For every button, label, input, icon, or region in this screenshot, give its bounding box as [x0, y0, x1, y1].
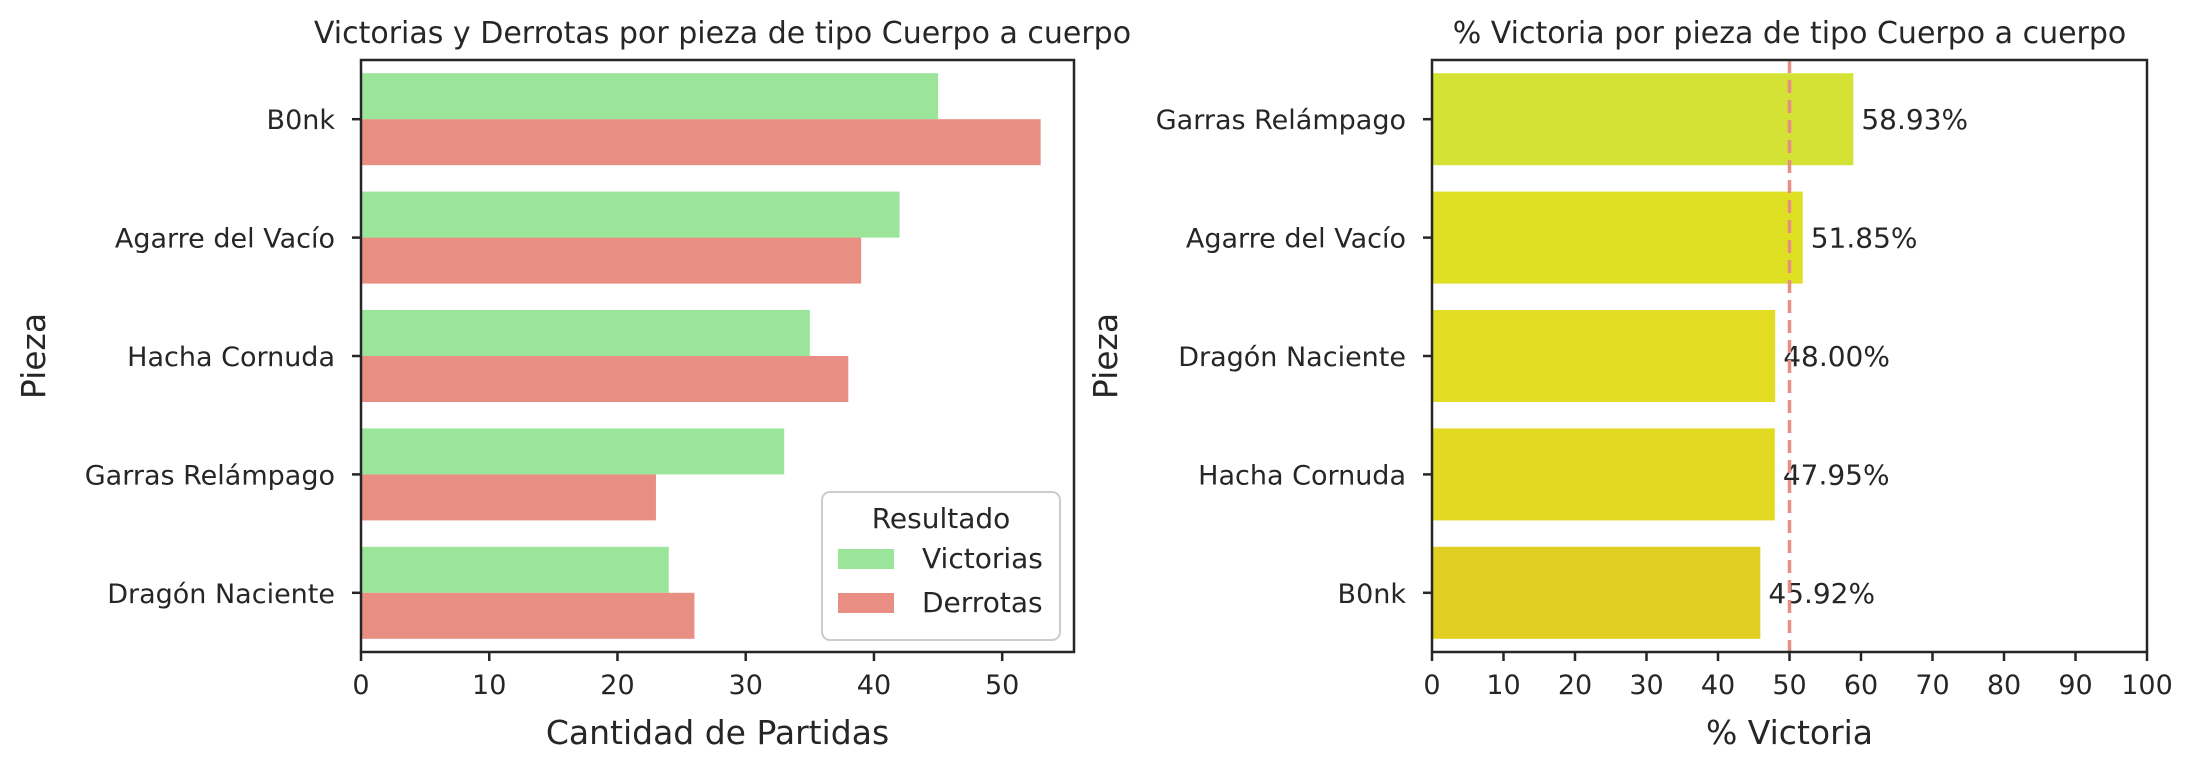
- data-label: 51.85%: [1811, 222, 1918, 255]
- legend-label-victorias: Victorias: [922, 542, 1043, 575]
- data-label: 48.00%: [1783, 340, 1890, 373]
- x-tick-label: 90: [2058, 670, 2092, 701]
- bar-derrotas-1: [361, 119, 1041, 166]
- bar-victorias-2: [361, 191, 900, 238]
- bar-win-pct-1: [1432, 73, 1854, 166]
- bar-derrotas-4: [361, 474, 656, 521]
- x-tick-label: 30: [1629, 670, 1663, 701]
- x-tick-label: 10: [472, 670, 506, 701]
- x-tick-label: 40: [1701, 670, 1735, 701]
- chart-title-left: Victorias y Derrotas por pieza de tipo C…: [314, 16, 1131, 51]
- y-tick-label: Dragón Naciente: [1178, 342, 1406, 373]
- data-label: 58.93%: [1861, 103, 1968, 136]
- x-tick-label: 0: [352, 670, 369, 701]
- x-axis-label-left: Cantidad de Partidas: [546, 713, 889, 752]
- x-tick-label: 80: [1987, 670, 2021, 701]
- y-tick-label: B0nk: [1338, 579, 1407, 610]
- bar-victorias-3: [361, 310, 810, 356]
- x-tick-label: 20: [1558, 670, 1592, 701]
- y-tick-label: B0nk: [267, 105, 336, 136]
- x-tick-label: 40: [857, 670, 891, 701]
- x-tick-label: 30: [729, 670, 763, 701]
- bar-victorias-1: [361, 73, 939, 120]
- x-tick-label: 70: [1915, 670, 1949, 701]
- x-axis-label-right: % Victoria: [1706, 713, 1873, 752]
- data-label: 47.95%: [1783, 458, 1890, 491]
- y-axis-label-right: Pieza: [1086, 313, 1125, 399]
- x-tick-label: 10: [1486, 670, 1520, 701]
- x-tick-label: 60: [1844, 670, 1878, 701]
- y-tick-label: Hacha Cornuda: [127, 342, 335, 373]
- y-tick-label: Dragón Naciente: [107, 579, 335, 610]
- bar-victorias-5: [361, 546, 669, 593]
- legend-swatch-derrotas: [838, 593, 894, 613]
- bar-victorias-4: [361, 428, 785, 475]
- legend-swatch-victorias: [838, 549, 894, 569]
- x-tick-label: 0: [1423, 670, 1440, 701]
- y-tick-label: Hacha Cornuda: [1198, 460, 1406, 491]
- data-label: 45.92%: [1768, 577, 1875, 610]
- y-tick-label: Garras Relámpago: [1156, 105, 1406, 136]
- y-tick-label: Agarre del Vacío: [115, 224, 335, 255]
- y-tick-label: Garras Relámpago: [85, 460, 335, 491]
- bar-win-pct-4: [1432, 428, 1775, 521]
- x-tick-label: 20: [600, 670, 634, 701]
- bar-win-pct-5: [1432, 546, 1761, 639]
- y-axis-label-left: Pieza: [14, 313, 53, 399]
- legend-label-derrotas: Derrotas: [922, 586, 1043, 619]
- legend-title: Resultado: [872, 502, 1011, 535]
- x-tick-label: 50: [1772, 670, 1806, 701]
- x-tick-label: 100: [2121, 670, 2173, 701]
- bar-derrotas-3: [361, 356, 849, 402]
- plot-frame-right: [1430, 58, 2149, 654]
- y-tick-label: Agarre del Vacío: [1186, 224, 1406, 255]
- plot-frame-left: [359, 58, 1076, 654]
- bar-derrotas-2: [361, 237, 862, 284]
- bar-win-pct-3: [1432, 310, 1776, 402]
- bar-derrotas-5: [361, 592, 695, 639]
- x-tick-label: 50: [985, 670, 1019, 701]
- chart-title-right: % Victoria por pieza de tipo Cuerpo a cu…: [1453, 16, 2127, 51]
- bar-win-pct-2: [1432, 191, 1803, 284]
